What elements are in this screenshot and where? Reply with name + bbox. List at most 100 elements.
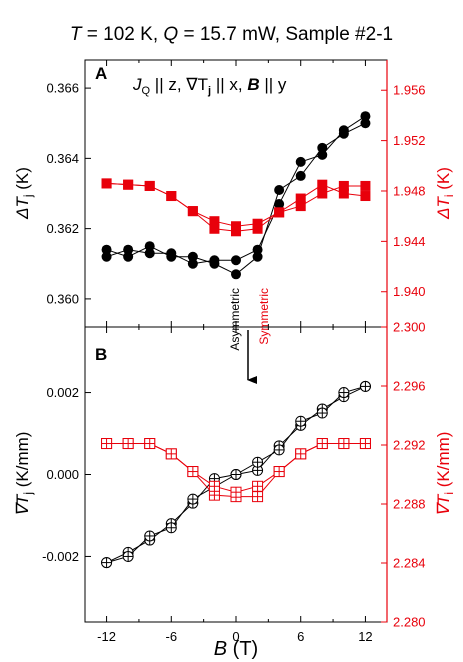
panel-b-series-0-point xyxy=(165,522,177,534)
panel-b-series-0-point xyxy=(252,456,264,468)
panel-a-series-1-point xyxy=(101,178,112,189)
panel-b-left-axis-label: ∇Tj (K/mm) xyxy=(13,432,35,517)
panel-a-series-0-point xyxy=(360,118,371,129)
panel-a-series-0-point xyxy=(317,142,328,153)
panel-a-series-0-point xyxy=(231,269,241,280)
panel-a-series-1-point xyxy=(338,188,349,199)
panel-a-series-0-point xyxy=(274,199,285,210)
panel-b-series-1-point xyxy=(208,480,220,492)
panel-b-series-0-point xyxy=(359,380,371,392)
panel-a-series-0-point xyxy=(166,248,177,259)
panel-a-series-1-point xyxy=(144,180,155,191)
x-tick-label: 6 xyxy=(297,629,304,644)
panel-b-series-0-point xyxy=(101,557,113,569)
panel-b-right-axis-label: ∇Ti (K/mm) xyxy=(434,432,456,517)
panel-a-series-1-point xyxy=(209,223,220,234)
panel-b-series-1-point xyxy=(144,438,156,450)
panel-a-series-1-point xyxy=(360,180,371,191)
panel-b-series-1-point xyxy=(295,448,307,460)
panel-b-series-1-point xyxy=(230,486,242,498)
panel-a-right-axis-label: ΔTi (K) xyxy=(434,167,456,220)
panel-a-series-1-point xyxy=(317,179,328,190)
panel-a-series-1-point xyxy=(231,226,241,237)
panel-a-series-1-point xyxy=(274,207,285,218)
x-tick-label: -6 xyxy=(166,629,178,644)
panel-a-series-1-point xyxy=(166,191,177,202)
panel-b-series-0-point xyxy=(122,550,134,562)
x-tick-label: -12 xyxy=(97,629,116,644)
panel-a-series-1-point xyxy=(295,193,306,204)
panel-a-series-0-point xyxy=(209,255,220,266)
panel-a-series-1-point xyxy=(338,180,349,191)
panel-a-series-1-point xyxy=(209,216,220,227)
panel-b-left-tick-label: 0.000 xyxy=(46,467,79,482)
panel-a-series-0-point xyxy=(360,111,371,122)
panel-b-series-0-point xyxy=(144,530,156,542)
panel-b-series-0-point xyxy=(316,407,328,419)
panel-a-left-tick-label: 0.364 xyxy=(46,151,79,166)
x-axis-label: B (T) xyxy=(214,638,258,660)
panel-a-right-tick-label: 1.948 xyxy=(393,183,426,198)
panel-b-series-1-point xyxy=(252,491,264,503)
panel-a-series-1-point xyxy=(252,218,263,229)
panel-a-series-0-point xyxy=(144,248,155,259)
panel-b-right-tick-label: 2.296 xyxy=(393,379,426,394)
panel-a-right-tick-label: 1.952 xyxy=(393,133,426,148)
panel-a-series-1-point xyxy=(317,188,328,199)
panel-b-right-tick-label: 2.284 xyxy=(393,556,426,571)
panel-a-right-tick-label: 1.956 xyxy=(393,83,426,98)
panel-a-series-0-point xyxy=(187,258,198,269)
panel-a-series-1-point xyxy=(252,223,263,234)
panel-b-letter: B xyxy=(95,345,107,364)
panel-a-series-0-point xyxy=(317,149,328,160)
panel-b-series-1-point xyxy=(338,438,350,450)
figure-title: T = 102 K, Q = 15.7 mW, Sample #2-1 xyxy=(70,24,393,45)
panel-b-series-0-point xyxy=(230,469,242,480)
panel-a-series-0-point xyxy=(123,244,134,255)
panel-b-series-1-point xyxy=(252,480,264,492)
panel-b-left-tick-label: -0.002 xyxy=(42,549,79,564)
panel-a-series-1-point xyxy=(231,221,241,232)
panel-a-series-0-point xyxy=(123,251,134,262)
panel-b-series-1-point xyxy=(316,438,328,450)
panel-a-series-0-point xyxy=(274,184,285,195)
panel-a-series-1-point xyxy=(295,201,306,212)
panel-a-series-0-point xyxy=(338,125,349,136)
panel-b-series-1-point xyxy=(187,466,199,478)
panel-b-series-1-line xyxy=(106,443,366,493)
panel-b-series-1-point xyxy=(122,438,134,450)
panel-a-annotation: JQ || z, ∇Tj || x, B || y xyxy=(132,75,287,97)
panel-b-left-tick-label: 0.002 xyxy=(46,385,79,400)
panel-a-left-tick-label: 0.366 xyxy=(46,81,79,96)
panel-b-series-1-point xyxy=(101,438,113,450)
panel-a-letter: A xyxy=(95,64,107,83)
panel-a-right-tick-label: 1.944 xyxy=(393,234,426,249)
panel-a-series-1-point xyxy=(123,179,134,190)
panel-a-series-0-point xyxy=(101,251,112,262)
x-tick-label: 12 xyxy=(358,629,372,644)
panel-a-series-1-point xyxy=(360,191,371,202)
panel-b-series-0-point xyxy=(187,493,199,505)
panel-b-series-1-point xyxy=(273,466,285,478)
panel-b-series-0-point xyxy=(338,387,350,399)
panel-b-series-1-point xyxy=(165,448,177,460)
symmetric-label: Symmetric xyxy=(257,288,271,345)
panel-a-series-1-point xyxy=(187,206,198,217)
panel-a-series-0-point xyxy=(295,156,306,167)
panel-a-series-0-point xyxy=(252,251,263,262)
panel-b-series-0-point xyxy=(273,444,285,456)
panel-a-series-0-point xyxy=(252,244,263,255)
panel-a-right-tick-label: 1.940 xyxy=(393,284,426,299)
panel-a-left-tick-label: 0.360 xyxy=(46,291,79,306)
panel-b-right-tick-label: 2.300 xyxy=(393,320,426,335)
panel-a-series-0-point xyxy=(101,244,112,255)
panel-b-right-tick-label: 2.292 xyxy=(393,438,426,453)
panel-b-right-tick-label: 2.288 xyxy=(393,497,426,512)
asymmetric-label: Asymmetric xyxy=(228,288,242,351)
panel-a-series-0-point xyxy=(295,170,306,181)
panel-a-series-0-point xyxy=(144,241,155,252)
panel-a-left-tick-label: 0.362 xyxy=(46,221,79,236)
panel-b-series-0-point xyxy=(295,415,307,427)
panel-b-series-1-point xyxy=(359,438,371,450)
